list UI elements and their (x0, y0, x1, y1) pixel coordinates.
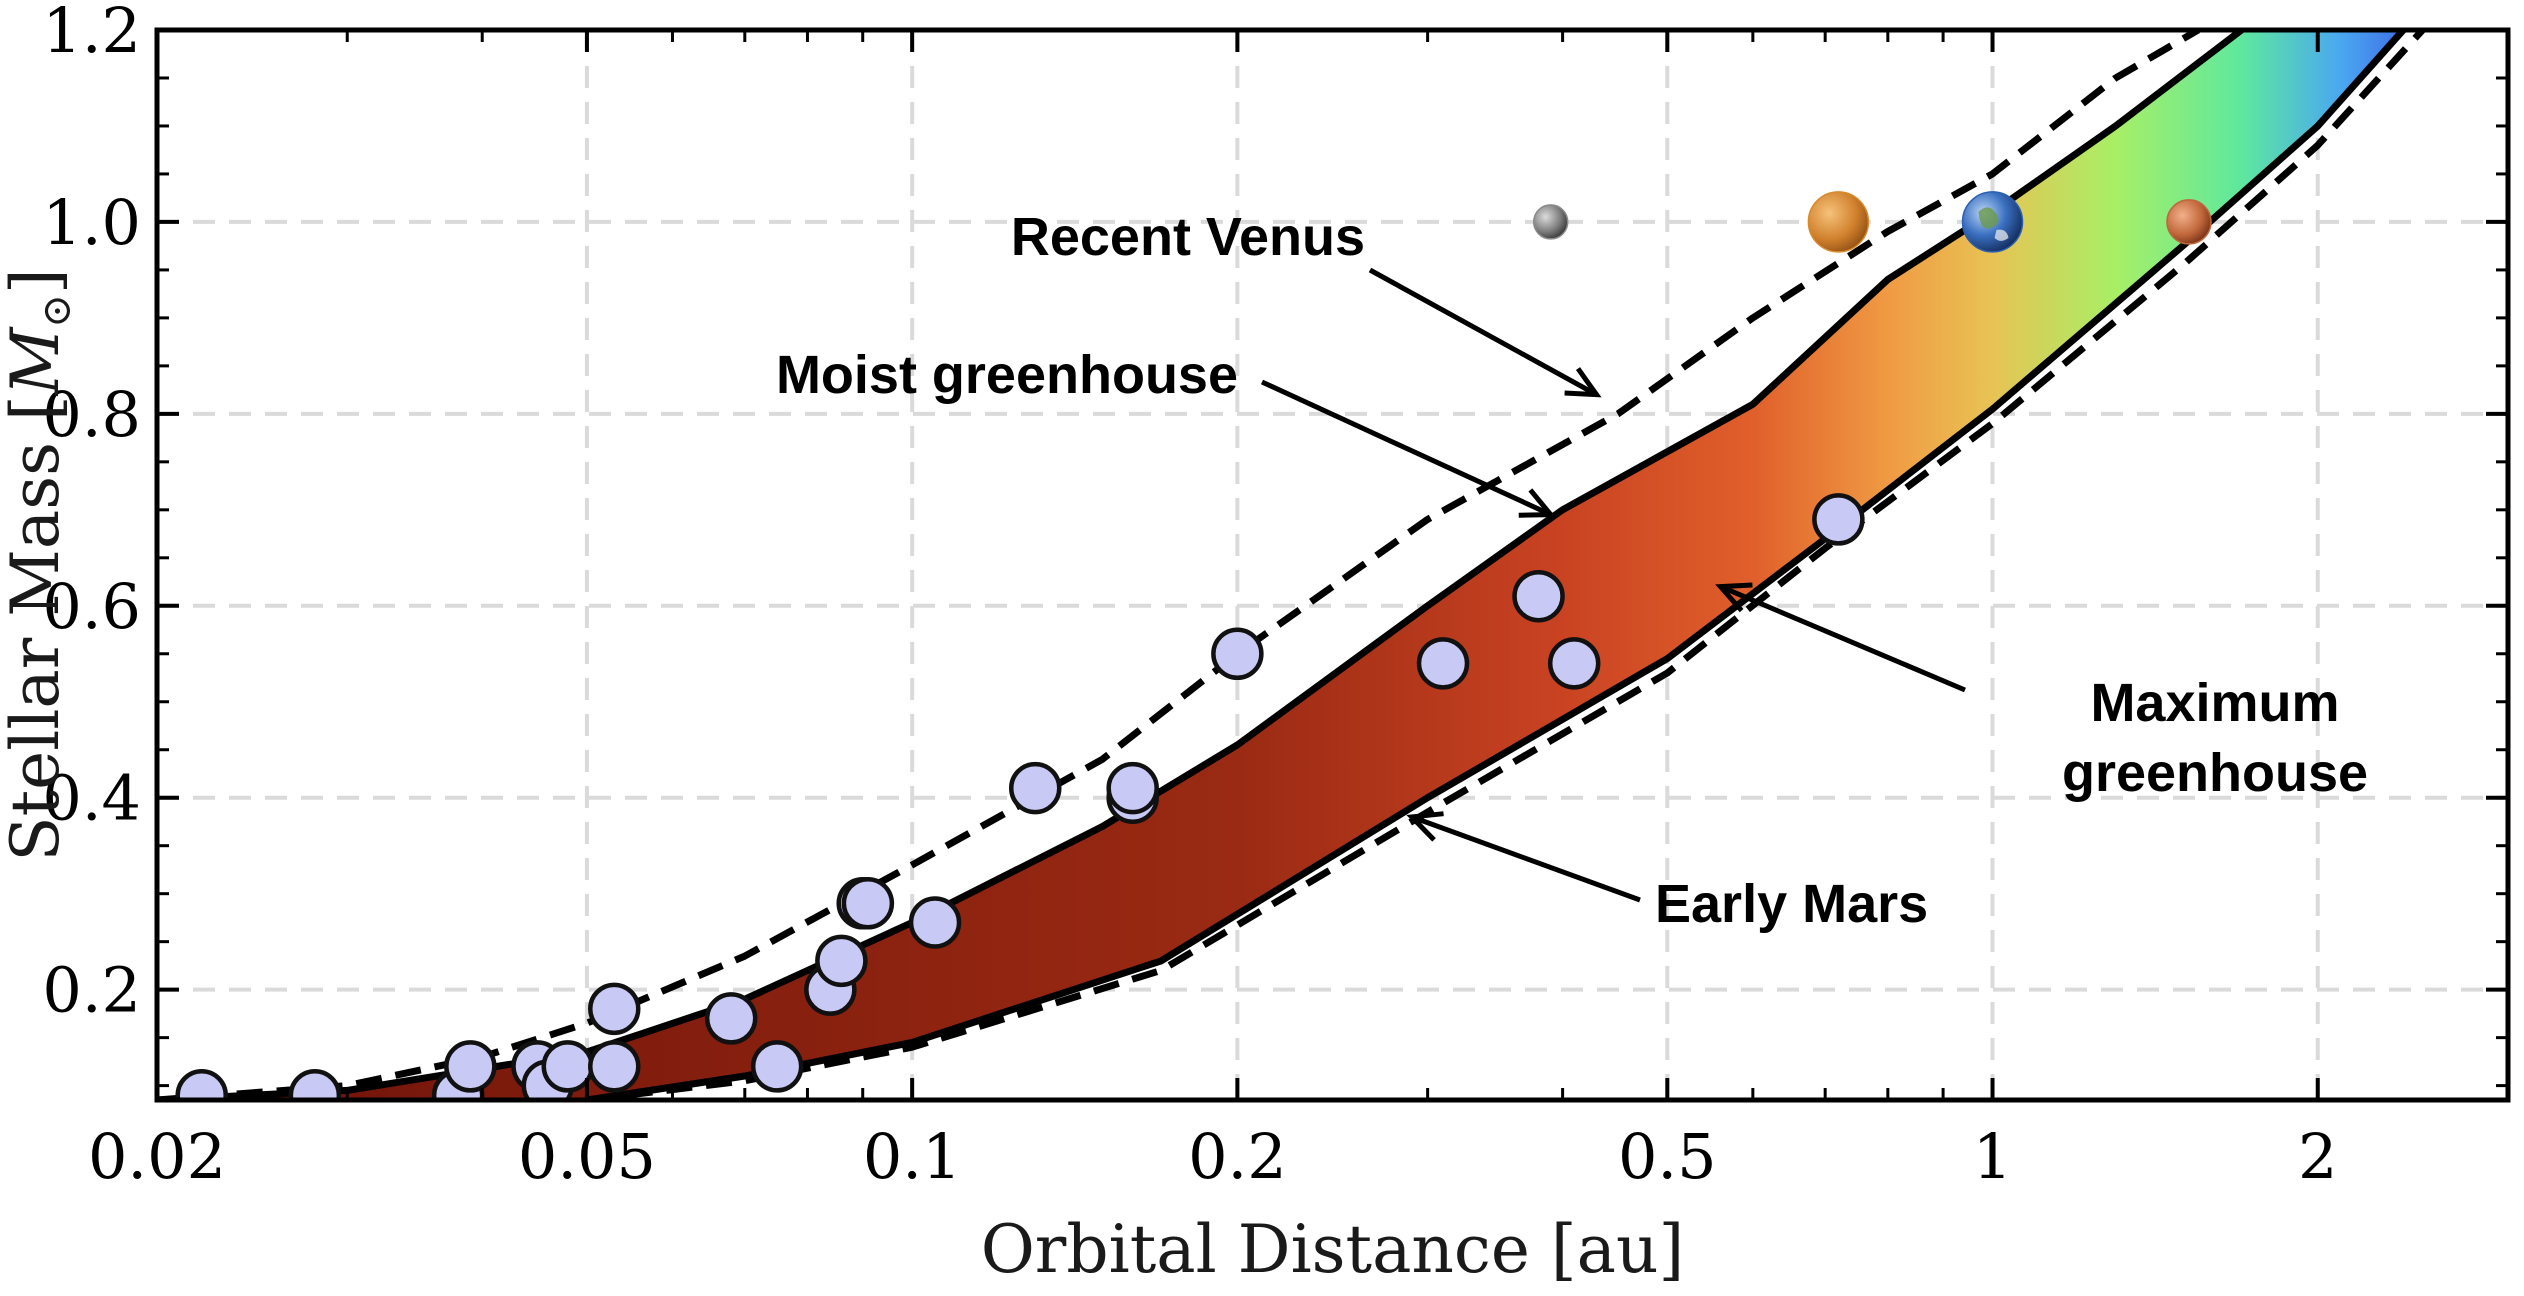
y-axis-title: Stellar Mass [M⊙] (0, 268, 80, 861)
x-tick-label: 2 (2298, 1120, 2337, 1193)
exoplanet-marker (588, 982, 641, 1036)
habitable-zone-band (157, 30, 2404, 1100)
exoplanet-marker (704, 992, 758, 1045)
moist-greenhouse-arrow-head (1518, 488, 1556, 518)
plot-frame (154, 27, 2511, 1103)
early-mars-label: Early Mars (1655, 874, 1928, 934)
exoplanet-marker (541, 1040, 595, 1093)
early-mars-curve (586, 30, 2426, 1100)
moist-greenhouse-label: Moist greenhouse (776, 345, 1238, 405)
y-tick-label: 1.2 (42, 0, 141, 67)
x-tick-label: 0.2 (1188, 1120, 1287, 1193)
exoplanet-markers (175, 493, 1865, 1100)
mercury-icon (1532, 204, 1569, 240)
exoplanet-marker (444, 1040, 497, 1093)
exoplanet-marker (1512, 569, 1565, 623)
axis-ticks: 0.02 0.05 0.1 0.2 0.5 1 2 0.2 0.4 0.6 0.8 1.0 1.2 (42, 0, 2510, 1193)
x-tick-label: 0.05 (518, 1120, 656, 1193)
solar-system-planets (1532, 191, 2212, 253)
maximum-greenhouse-arrow-head (1715, 582, 1753, 613)
moist-greenhouse-arrow (1260, 379, 1552, 517)
exoplanet-marker (1106, 761, 1159, 815)
x-tick-label: 0.1 (863, 1120, 962, 1193)
recent-venus-label-line: Recent Venus (1011, 207, 1365, 267)
x-tick-label: 1 (1973, 1120, 2012, 1193)
early-mars-arrow-head (1406, 811, 1444, 842)
recent-venus-arrow-head (1564, 367, 1602, 398)
x-tick-label: 0.02 (88, 1120, 226, 1193)
early-mars-label-line: Early Mars (1655, 874, 1928, 934)
exoplanet-marker (1211, 627, 1264, 681)
y-axis-title-subscript: ⊙ (34, 294, 80, 328)
x-tick-label: 0.5 (1618, 1120, 1717, 1193)
x-axis-title: Orbital Distance [au] (981, 1211, 1685, 1288)
y-axis-title-close: ] (0, 268, 74, 294)
y-axis-title-text: Stellar Mass [ (0, 395, 74, 861)
exoplanet-marker (841, 877, 895, 930)
exoplanet-marker (1416, 637, 1470, 690)
exoplanet-marker (1009, 761, 1062, 815)
exoplanet-marker (750, 1040, 804, 1093)
exoplanet-marker (1547, 637, 1601, 690)
maximum-greenhouse-label: Maximum greenhouse (2062, 673, 2368, 803)
y-tick-label: 1.0 (42, 186, 141, 259)
recent-venus-arrow (1368, 267, 1598, 397)
exoplanet-marker (815, 934, 868, 988)
recent-venus-curve (157, 30, 2200, 1100)
plot-border (154, 27, 2511, 1103)
venus-icon (1807, 191, 1870, 253)
annotations: Recent Venus Moist greenhouse Maximum green… (776, 207, 2368, 934)
y-tick-label: 0.6 (42, 570, 141, 643)
maximum-greenhouse-curve (586, 30, 2406, 1100)
maximum-greenhouse-label-line: Maximum (2090, 673, 2339, 733)
moist-greenhouse-label-line: Moist greenhouse (776, 345, 1238, 405)
mars-icon (2166, 199, 2212, 245)
earth-icon (1961, 191, 2024, 253)
exoplanet-marker (1812, 493, 1865, 546)
y-tick-label: 0.2 (42, 954, 141, 1027)
exoplanet-marker (908, 896, 962, 949)
early-mars-arrow (1410, 814, 1641, 903)
maximum-greenhouse-arrow (1719, 584, 1966, 693)
y-tick-label: 0.4 (42, 762, 141, 835)
y-axis-title-symbol: M (0, 326, 74, 396)
maximum-greenhouse-label-line: greenhouse (2062, 743, 2368, 803)
exoplanet-marker (175, 1068, 228, 1100)
exoplanet-marker (288, 1068, 342, 1100)
recent-venus-label: Recent Venus (1011, 207, 1365, 267)
habitable-zone-fill (157, 30, 2404, 1100)
y-tick-label: 0.8 (42, 378, 141, 451)
exoplanet-marker (588, 1040, 641, 1093)
